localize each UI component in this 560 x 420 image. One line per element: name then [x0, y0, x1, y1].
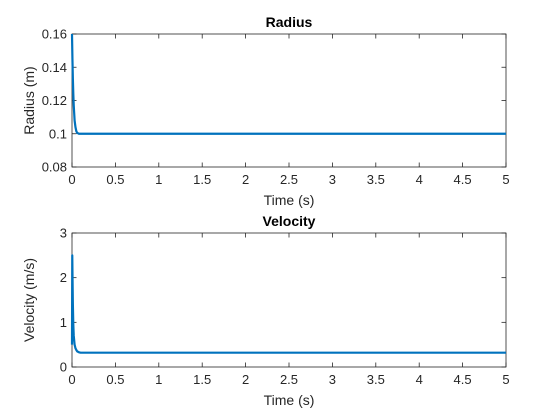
- axes-box: [71, 33, 507, 168]
- plot-radius: 0 0.5 1 1.5 2 2.5 3 3.5 4 4.5 5 0.08 0.1 0.12 0.14 0.16…: [21, 14, 510, 208]
- x-tick-label: 4.5: [454, 372, 472, 387]
- chart-title: Velocity: [263, 213, 316, 229]
- x-tick-label: 3: [329, 372, 336, 387]
- axes-box: [71, 232, 507, 368]
- x-tick-label: 0: [68, 172, 75, 187]
- x-tick-label: 5: [502, 172, 509, 187]
- x-tick-label: 1: [155, 372, 162, 387]
- y-tick-label: 2: [60, 270, 67, 285]
- x-tick-label: 0: [68, 372, 75, 387]
- chart-title: Radius: [266, 14, 313, 30]
- y-axis-label: Velocity (m/s): [21, 258, 37, 342]
- series-line: [70, 33, 506, 135]
- x-tick-label: 4: [416, 372, 423, 387]
- y-tick-label: 0.16: [42, 27, 67, 42]
- x-tick-label: 2: [242, 172, 249, 187]
- y-tick-label: 1: [60, 315, 67, 330]
- x-axis-label: Time (s): [264, 392, 315, 408]
- x-tick-label: 1.5: [193, 172, 211, 187]
- plot-velocity: 0 0.5 1 1.5 2 2.5 3 3.5 4 4.5 5 0 1 2 3 Velocity Time (s…: [21, 213, 510, 408]
- x-tick-label: 2.5: [280, 372, 298, 387]
- y-tick-label: 3: [60, 226, 67, 241]
- x-tick-label: 1: [155, 172, 162, 187]
- y-tick-label: 0: [60, 360, 67, 375]
- y-tick-label: 0.1: [49, 126, 67, 141]
- y-axis-label: Radius (m): [21, 66, 37, 134]
- x-tick-label: 1.5: [193, 372, 211, 387]
- x-tick-label: 3: [329, 172, 336, 187]
- x-tick-label: 3.5: [367, 172, 385, 187]
- y-tick-label: 0.12: [42, 93, 67, 108]
- x-tick-label: 2.5: [280, 172, 298, 187]
- x-tick-label: 5: [502, 372, 509, 387]
- y-tick-label: 0.14: [42, 60, 67, 75]
- x-tick-label: 4.5: [454, 172, 472, 187]
- x-axis-label: Time (s): [264, 192, 315, 208]
- x-tick-label: 2: [242, 372, 249, 387]
- x-tick-label: 0.5: [106, 372, 124, 387]
- series-line: [70, 254, 506, 354]
- x-tick-label: 4: [416, 172, 423, 187]
- x-tick-label: 3.5: [367, 372, 385, 387]
- x-tick-label: 0.5: [106, 172, 124, 187]
- y-tick-label: 0.08: [42, 160, 67, 175]
